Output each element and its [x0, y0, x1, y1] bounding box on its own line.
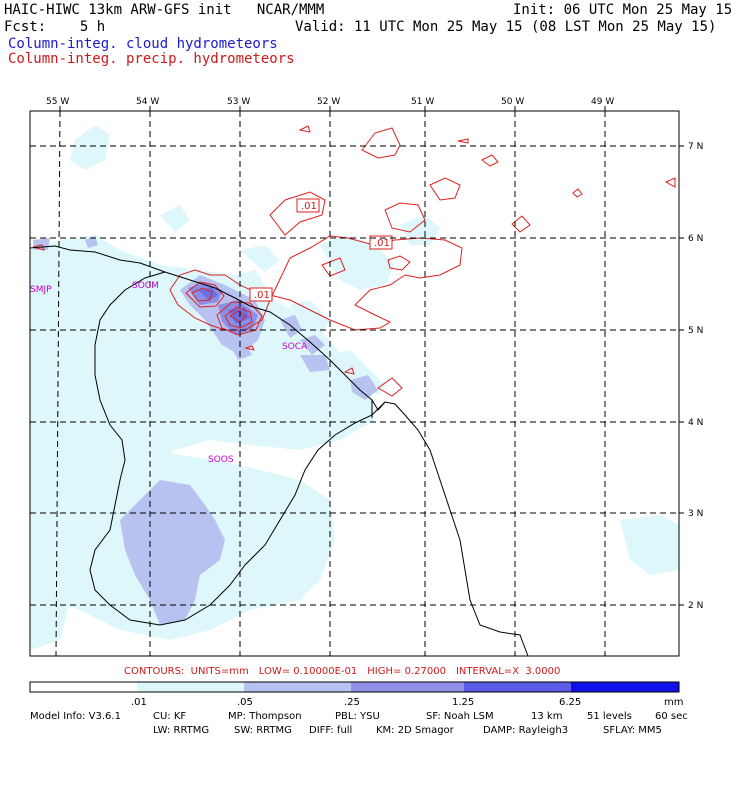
station-label: SOOS [208, 455, 234, 465]
model-lw: LW: RRTMG [153, 725, 210, 736]
lat-lon-grid [30, 110, 679, 657]
valid-time: Valid: 11 UTC Mon 25 May 15 (08 LST Mon … [295, 19, 717, 35]
contour-label: .01 [254, 290, 270, 301]
model-sw: SW: RRTMG [234, 725, 292, 736]
colorbar-label: 6.25 [559, 697, 581, 708]
contour-label: .01 [301, 201, 317, 212]
contour-label-boxes: .01 .01 .01 [249, 198, 393, 302]
init-time: Init: 06 UTC Mon 25 May 15 [513, 2, 733, 18]
lat-label: 6 N [688, 234, 703, 244]
lon-label: 52 W [317, 97, 340, 107]
forecast-hour: Fcst: 5 h [4, 19, 106, 35]
lon-label: 51 W [411, 97, 434, 107]
coastline [29, 245, 529, 657]
lon-label: 49 W [591, 97, 614, 107]
lon-label: 55 W [46, 97, 69, 107]
colorbar-label: .05 [237, 697, 253, 708]
model-version: Model Info: V3.6.1 [30, 711, 121, 722]
longitude-labels: 55 W 54 W 53 W 52 W 51 W 50 W 49 W [46, 97, 614, 107]
station-label: SOCA [282, 342, 308, 352]
field-precip-label: Column-integ. precip. hydrometeors [8, 51, 295, 67]
lon-label: 50 W [501, 97, 524, 107]
lat-label: 2 N [688, 601, 703, 611]
contour-low: LOW= 0.10000E-01 [258, 666, 358, 677]
station-label: SOCM [132, 281, 159, 291]
field-cloud-label: Column-integ. cloud hydrometeors [8, 36, 278, 52]
colorbar-label: .25 [344, 697, 360, 708]
model-cu: CU: KF [153, 711, 187, 722]
lat-label: 4 N [688, 418, 703, 428]
model-sf: SF: Noah LSM [426, 711, 494, 722]
colorbar-label: 1.25 [452, 697, 474, 708]
map-title: HAIC-HIWC 13km ARW-GFS init NCAR/MMM [4, 2, 325, 18]
station-labels: SMJP SOCM SOCA SOOS [30, 281, 308, 465]
contour-high: HIGH= 0.27000 [367, 666, 446, 677]
lat-label: 7 N [688, 142, 703, 152]
axis-ticks [59, 106, 684, 606]
contour-info: CONTOURS: UNITS=mm LOW= 0.10000E-01 HIGH= … [124, 666, 570, 677]
lon-label: 53 W [227, 97, 250, 107]
colorbar-label: mm [664, 697, 683, 708]
model-km: KM: 2D Smagor [376, 725, 454, 736]
lat-label: 5 N [688, 326, 703, 336]
model-sflay: SFLAY: MM5 [603, 725, 662, 736]
map-frame [29, 110, 680, 657]
colorbar-segment [137, 682, 244, 692]
colorbar-segment [464, 682, 571, 692]
model-damp: DAMP: Rayleigh3 [483, 725, 569, 736]
colorbar-segment [30, 682, 137, 692]
model-levels: 51 levels [587, 711, 632, 722]
colorbar-label: .01 [131, 697, 147, 708]
model-pbl: PBL: YSU [335, 711, 380, 722]
colorbar-segment [244, 682, 351, 692]
model-info-line-2: LW: RRTMG SW: RRTMG DIFF: full KM: 2D Sm… [0, 725, 740, 739]
colorbar-segment [351, 682, 464, 692]
model-resolution: 13 km [531, 711, 563, 722]
colorbar-segment [571, 682, 679, 692]
contour-label: .01 [374, 238, 390, 249]
model-mp: MP: Thompson [228, 711, 302, 722]
contour-units: CONTOURS: UNITS=mm [124, 666, 249, 677]
latitude-labels: 7 N 6 N 5 N 4 N 3 N 2 N [688, 142, 703, 611]
contour-interval: INTERVAL=X 3.0000 [455, 666, 561, 677]
model-info-line-1: Model Info: V3.6.1 CU: KF MP: Thompson P… [0, 711, 740, 725]
lat-label: 3 N [688, 509, 703, 519]
cloud-shading [30, 125, 679, 650]
lon-label: 54 W [136, 97, 159, 107]
weather-map: .01 .01 .01 55 W [29, 97, 703, 708]
colorbar: .01 .05 .25 1.25 6.25 mm [29, 681, 683, 708]
model-diff: DIFF: full [309, 725, 353, 736]
model-timestep: 60 sec [655, 711, 688, 722]
station-label: SMJP [30, 285, 52, 295]
